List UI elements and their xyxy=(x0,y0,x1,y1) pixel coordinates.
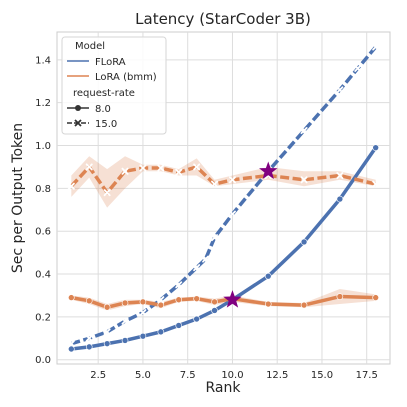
legend-label-flora: FLoRA xyxy=(95,57,126,68)
x-tick-label: 10.0 xyxy=(221,370,243,381)
point-lora-bmm-15-0 xyxy=(336,172,344,180)
point-flora-15-0 xyxy=(67,340,75,348)
point-flora-15-0 xyxy=(202,255,210,263)
point-lora-bmm-15-0 xyxy=(85,163,93,171)
point-lora-bmm-8-0 xyxy=(211,298,218,306)
point-lora-bmm-15-0 xyxy=(67,182,75,190)
x-axis-label: Rank xyxy=(206,380,242,396)
point-flora-8-0 xyxy=(68,345,75,353)
y-tick-labels: 0.0 0.2 0.4 0.6 0.8 1.0 1.2 1.4 xyxy=(35,55,51,366)
y-tick-label: 0.8 xyxy=(35,184,51,195)
point-flora-8-0 xyxy=(139,332,147,340)
point-flora-15-0 xyxy=(157,296,165,304)
series-line-lora-bmm-15-0 xyxy=(70,165,377,195)
point-flora-15-0 xyxy=(139,309,147,317)
point-lora-bmm-15-0 xyxy=(139,164,147,172)
x-tick-label: 5.0 xyxy=(135,370,151,381)
point-flora-15-0 xyxy=(121,317,129,325)
point-lora-bmm-8-0 xyxy=(193,295,200,302)
point-flora-8-0 xyxy=(103,340,111,347)
point-lora-bmm-15-0 xyxy=(300,176,308,184)
point-lora-bmm-8-0 xyxy=(121,299,129,307)
point-flora-8-0 xyxy=(264,272,272,280)
point-flora-15-0 xyxy=(372,43,380,51)
point-lora-bmm-8-0 xyxy=(264,300,272,308)
point-flora-8-0 xyxy=(85,343,93,351)
highlight-markers xyxy=(223,161,278,308)
legend-marker-rate-15 xyxy=(74,119,82,127)
point-flora-8-0 xyxy=(336,195,344,203)
point-lora-bmm-8-0 xyxy=(175,296,183,304)
point-flora-15-0 xyxy=(354,64,362,72)
point-flora-8-0 xyxy=(175,322,183,329)
point-flora-15-0 xyxy=(228,210,236,218)
x-tick-label: 2.5 xyxy=(90,370,106,381)
highlight-star xyxy=(223,290,242,308)
y-tick-label: 0.4 xyxy=(35,270,51,281)
point-flora-15-0 xyxy=(300,127,308,135)
legend-rate-title: request-rate xyxy=(73,88,135,99)
point-flora-15-0 xyxy=(193,264,201,272)
x-tick-label: 12.5 xyxy=(266,370,288,381)
point-lora-bmm-15-0 xyxy=(193,163,201,171)
point-flora-8-0 xyxy=(300,238,308,246)
point-lora-bmm-8-0 xyxy=(85,297,93,305)
point-lora-bmm-15-0 xyxy=(372,180,380,188)
chart-title: Latency (StarCoder 3B) xyxy=(135,10,311,28)
y-tick-label: 1.0 xyxy=(35,141,51,152)
x-tick-label: 15.0 xyxy=(311,370,333,381)
legend-label-rate-8: 8.0 xyxy=(95,104,111,115)
point-lora-bmm-8-0 xyxy=(68,294,75,301)
x-tick-labels: 2.5 5.0 7.5 10.0 12.5 15.0 17.5 xyxy=(90,370,378,381)
point-flora-15-0 xyxy=(175,281,183,289)
y-tick-label: 1.4 xyxy=(35,55,51,66)
series-markers xyxy=(67,43,380,353)
point-flora-8-0 xyxy=(372,144,379,151)
point-lora-bmm-15-0 xyxy=(211,180,219,188)
point-lora-bmm-15-0 xyxy=(175,168,183,176)
point-flora-15-0 xyxy=(103,328,111,336)
point-flora-8-0 xyxy=(193,315,200,323)
legend-label-lora-bmm: LoRA (bmm) xyxy=(95,72,157,83)
point-flora-15-0 xyxy=(85,334,93,342)
legend: Model FLoRA LoRA (bmm) request-rate 8.0 … xyxy=(61,36,167,135)
point-lora-bmm-8-0 xyxy=(336,293,344,300)
y-tick-label: 0.6 xyxy=(35,227,51,238)
y-tick-label: 0.2 xyxy=(35,312,51,323)
legend-model-title: Model xyxy=(75,41,105,52)
point-flora-15-0 xyxy=(336,86,344,94)
point-lora-bmm-8-0 xyxy=(103,303,111,311)
point-lora-bmm-15-0 xyxy=(157,164,165,172)
y-tick-label: 1.2 xyxy=(35,98,51,109)
x-tick-label: 17.5 xyxy=(356,370,378,381)
x-tick-label: 7.5 xyxy=(180,370,196,381)
legend-marker-rate-8 xyxy=(75,105,81,111)
point-lora-bmm-15-0 xyxy=(103,189,111,197)
point-lora-bmm-8-0 xyxy=(157,301,165,309)
point-lora-bmm-15-0 xyxy=(228,176,236,184)
point-lora-bmm-8-0 xyxy=(139,298,147,306)
point-lora-bmm-15-0 xyxy=(121,167,129,175)
highlight-star xyxy=(259,161,278,180)
series-line-flora-15-0 xyxy=(70,45,378,346)
point-lora-bmm-8-0 xyxy=(300,301,308,309)
point-lora-bmm-8-0 xyxy=(372,294,379,301)
y-axis-label: Sec per Output Token xyxy=(10,123,26,273)
point-flora-8-0 xyxy=(157,328,165,336)
legend-label-rate-15: 15.0 xyxy=(95,119,117,130)
point-flora-8-0 xyxy=(211,307,218,314)
y-tick-label: 0.0 xyxy=(35,355,51,366)
point-flora-8-0 xyxy=(121,337,129,344)
point-flora-15-0 xyxy=(211,234,219,242)
